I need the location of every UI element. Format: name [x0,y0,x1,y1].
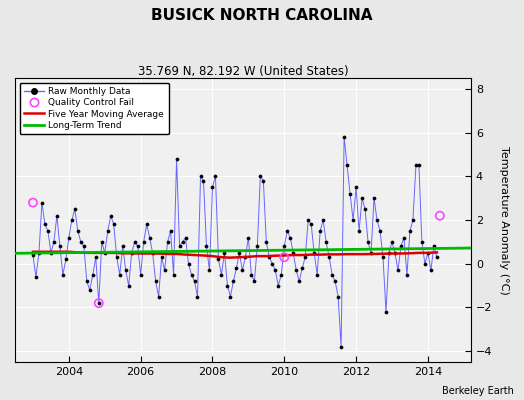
Text: Berkeley Earth: Berkeley Earth [442,386,514,396]
Y-axis label: Temperature Anomaly (°C): Temperature Anomaly (°C) [499,146,509,294]
Point [29,199,37,206]
Text: BUSICK NORTH CAROLINA: BUSICK NORTH CAROLINA [151,8,373,23]
Point [435,212,444,219]
Point [280,254,289,260]
Point [94,300,103,306]
Legend: Raw Monthly Data, Quality Control Fail, Five Year Moving Average, Long-Term Tren: Raw Monthly Data, Quality Control Fail, … [19,82,169,134]
Title: 35.769 N, 82.192 W (United States): 35.769 N, 82.192 W (United States) [138,65,348,78]
